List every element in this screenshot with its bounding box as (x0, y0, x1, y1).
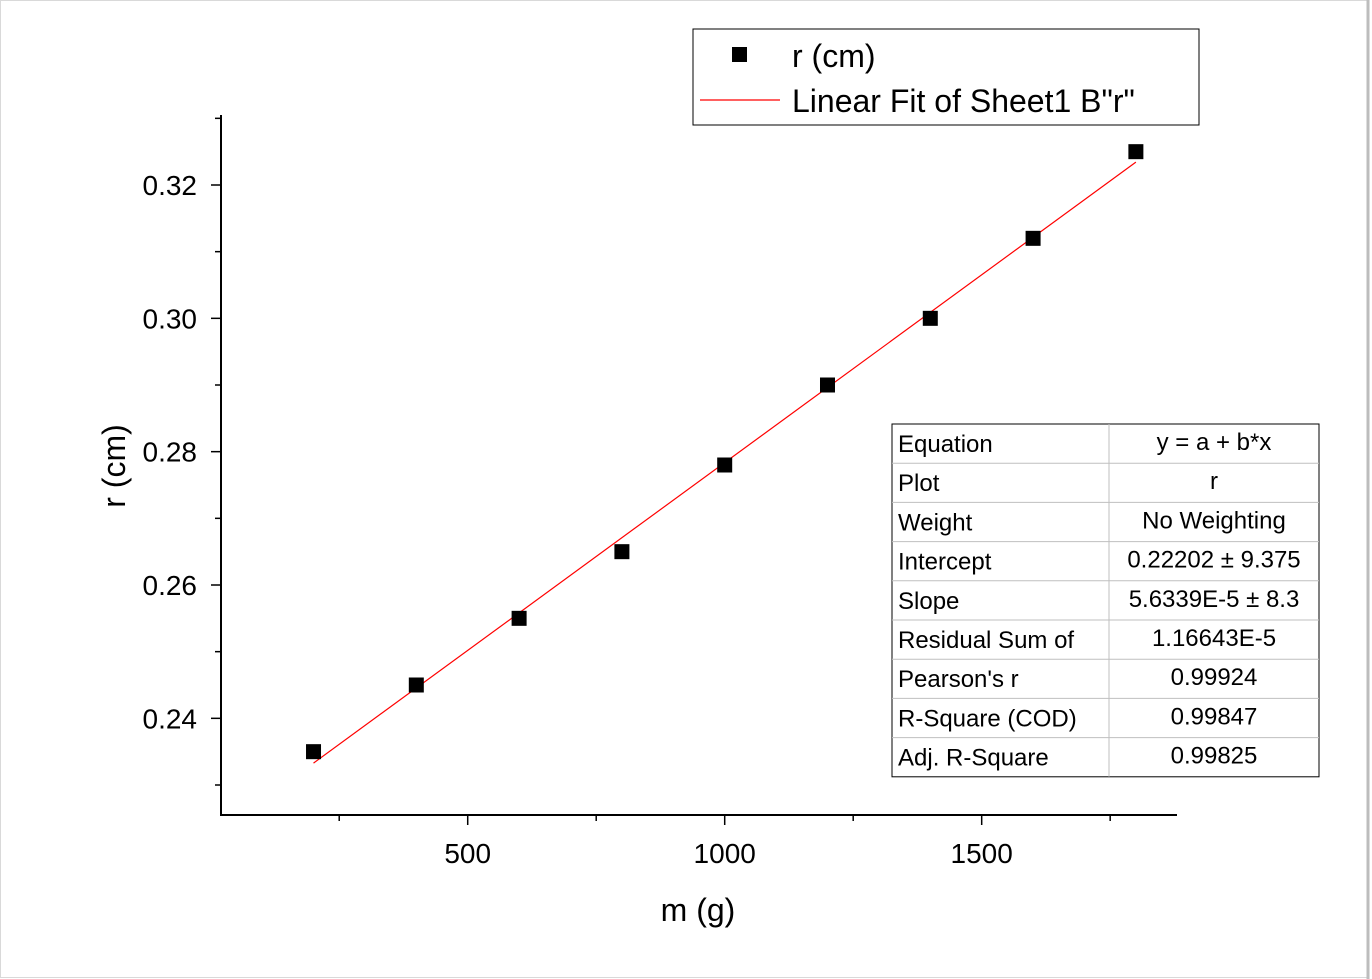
stats-row-label: Residual Sum of (898, 627, 1074, 654)
stats-row-value: 0.99825 (1171, 743, 1258, 770)
data-point (819, 377, 835, 393)
stats-row-label: Weight (898, 509, 973, 536)
legend: r (cm) Linear Fit of Sheet1 B"r" (692, 28, 1200, 126)
y-tick-label: 0.28 (143, 437, 198, 468)
stats-row-value: No Weighting (1142, 507, 1286, 534)
stats-row-value: y = a + b*x (1157, 429, 1272, 456)
x-axis-title: m (g) (661, 892, 736, 928)
x-tick-label: 1000 (694, 838, 756, 869)
y-tick-label: 0.32 (143, 170, 198, 201)
plot-area: 500 1000 1500 0.24 0.26 0.28 0.30 0.32 (143, 115, 1177, 869)
stats-row-value: 0.22202 ± 9.375 (1127, 547, 1300, 574)
y-axis-title: r (cm) (96, 424, 132, 508)
legend-box (692, 28, 1200, 126)
data-point (614, 544, 630, 560)
legend-label-series: r (cm) (792, 38, 876, 74)
data-point (408, 677, 424, 693)
stats-row-label: Slope (898, 588, 959, 615)
y-tick-label: 0.26 (143, 570, 198, 601)
stats-row-label: Pearson's r (898, 666, 1019, 693)
stats-row-label: Equation (898, 431, 993, 458)
x-tick-label: 500 (444, 838, 491, 869)
data-point (922, 310, 938, 326)
data-point (511, 610, 527, 626)
stats-row-label: Adj. R-Square (898, 745, 1049, 772)
stats-row-value: 5.6339E-5 ± 8.3 (1129, 586, 1300, 613)
y-tick-label: 0.30 (143, 303, 198, 334)
x-tick-label: 1500 (951, 838, 1013, 869)
legend-marker-square (732, 47, 747, 62)
stats-row-label: Intercept (898, 549, 992, 576)
data-point (1128, 144, 1144, 160)
data-point (717, 457, 733, 473)
data-point (306, 744, 322, 760)
fit-stats-table: Equation y = a + b*x Plot r Weight No Weighti… (891, 423, 1320, 778)
stats-row-value: 0.99847 (1171, 703, 1258, 730)
stats-row-label: R-Square (COD) (898, 705, 1077, 732)
stats-table-border (891, 423, 1320, 778)
stats-row-label: Plot (898, 470, 940, 497)
stats-row-value: 1.16643E-5 (1152, 625, 1276, 652)
data-point (1025, 230, 1041, 246)
stats-row-value: r (1210, 468, 1218, 495)
y-tick-label: 0.24 (143, 703, 198, 734)
legend-label-fit: Linear Fit of Sheet1 B"r" (792, 83, 1135, 119)
stats-row-value: 0.99924 (1171, 664, 1258, 691)
